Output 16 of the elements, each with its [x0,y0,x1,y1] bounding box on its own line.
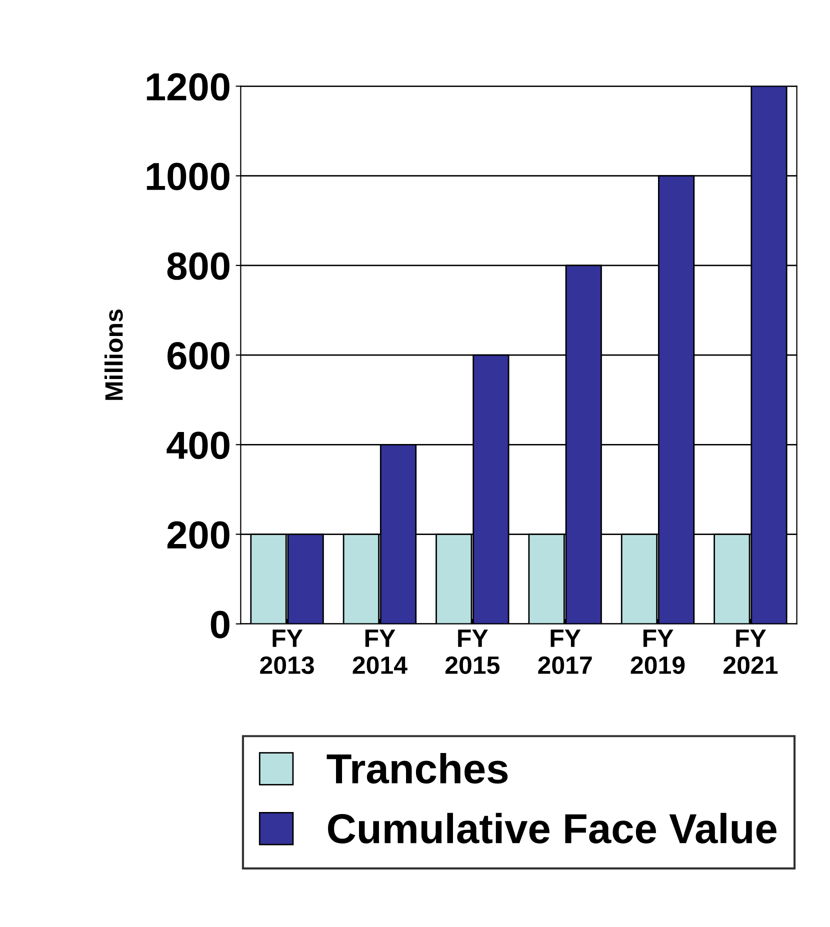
y-axis-title: Millions [104,310,123,400]
x-tick-label: FY 2015 [445,630,500,674]
x-tick-label: FY 2019 [630,630,685,674]
y-tick-label: 1000 [146,162,230,190]
x-tick-label: FY 2013 [260,630,314,674]
y-tick-label: 400 [166,432,230,460]
y-tick-label: 1200 [146,73,230,101]
x-tick-label: FY 2017 [538,630,592,674]
y-tick-label: 600 [168,342,230,370]
legend-label: Cumulative Face Value [328,812,776,844]
y-tick-label: 200 [167,521,230,549]
legend-label: Tranches [326,752,508,784]
x-tick-label: FY 2014 [352,630,408,674]
x-tick-label: FY 2021 [724,630,778,674]
y-tick-label: 0 [210,610,230,638]
y-tick-label: 800 [167,252,230,280]
